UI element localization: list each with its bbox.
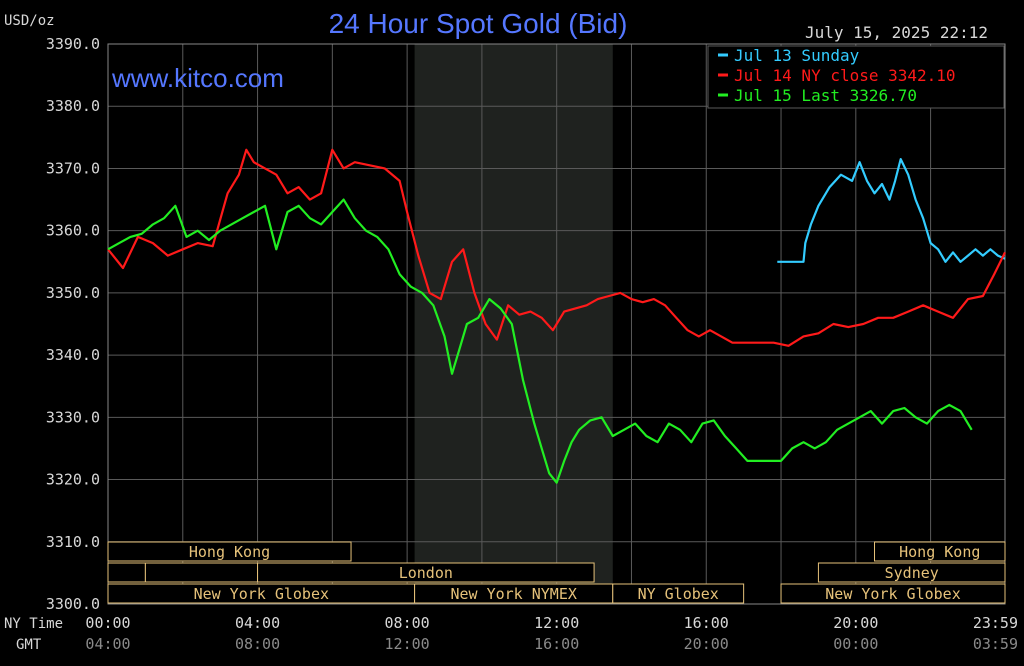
y-tick-label: 3330.0 <box>46 408 100 426</box>
session-box-frame <box>612 583 745 604</box>
session-box-frame <box>874 541 1006 562</box>
x-tick-label-ny: 16:00 <box>684 614 729 632</box>
session-label: New York NYMEX <box>450 585 576 603</box>
session-label: London <box>399 564 453 582</box>
x-tick-label-gmt: 03:59 <box>973 635 1018 653</box>
x-tick-label-gmt: 20:00 <box>684 635 729 653</box>
x-tick-label-ny: 04:00 <box>235 614 280 632</box>
timestamp: July 15, 2025 22:12 <box>805 23 988 42</box>
ny-time-label: NY Time <box>4 616 63 632</box>
session-box: London <box>257 562 595 583</box>
session-box: Sydney <box>817 562 1006 583</box>
session-label: Hong Kong <box>189 543 270 561</box>
gmt-label: GMT <box>16 637 42 653</box>
session-box: New York Globex <box>780 583 1006 604</box>
session-label: New York Globex <box>825 585 960 603</box>
session-box: New York NYMEX <box>414 583 614 604</box>
x-tick-label-gmt: 00:00 <box>833 635 878 653</box>
x-tick-label-ny: 08:00 <box>385 614 430 632</box>
legend-jul15: Jul 15 Last 3326.70 <box>734 86 917 105</box>
plot-frame <box>107 43 1006 605</box>
x-tick-label-gmt: 16:00 <box>534 635 579 653</box>
session-box-frame <box>144 562 259 583</box>
session-box <box>107 562 146 583</box>
session-box: Hong Kong <box>107 541 352 562</box>
session-label: New York Globex <box>194 585 329 603</box>
session-box: New York Globex <box>107 583 416 604</box>
y-tick-label: 3390.0 <box>46 35 100 53</box>
y-tick-label: 3340.0 <box>46 346 100 364</box>
nymex-shade <box>414 44 613 604</box>
y-tick-label: 3320.0 <box>46 471 100 489</box>
session-label: Hong Kong <box>899 543 980 561</box>
session-box-frame <box>257 562 595 583</box>
series-lines <box>107 148 1006 484</box>
session-label: NY Globex <box>638 585 719 603</box>
legend: Jul 13 Sunday Jul 14 NY close 3342.10 Ju… <box>707 45 1005 109</box>
x-tick-label-gmt: 12:00 <box>385 635 430 653</box>
session-box <box>144 562 259 583</box>
session-box-frame <box>780 583 1006 604</box>
y-tick-label: 3310.0 <box>46 533 100 551</box>
x-tick-label-gmt: 08:00 <box>235 635 280 653</box>
legend-jul14: Jul 14 NY close 3342.10 <box>734 66 956 85</box>
session-box-frame <box>107 562 146 583</box>
unit-label: USD/oz <box>4 13 55 29</box>
session-box: Hong Kong <box>874 541 1006 562</box>
y-tick-label: 3360.0 <box>46 222 100 240</box>
series-line-jul13 <box>777 158 1006 263</box>
legend-jul13: Jul 13 Sunday <box>734 46 860 65</box>
y-tick-label: 3380.0 <box>46 97 100 115</box>
session-box-frame <box>107 541 352 562</box>
x-tick-label-ny: 23:59 <box>973 614 1018 632</box>
x-tick-label-ny: 20:00 <box>833 614 878 632</box>
x-tick-label-ny: 00:00 <box>85 614 130 632</box>
x-tick-label-ny: 12:00 <box>534 614 579 632</box>
y-tick-label: 3300.0 <box>46 595 100 613</box>
trading-sessions: Hong Kong London New York Globex New York N… <box>107 541 1006 604</box>
session-label: Sydney <box>885 564 939 582</box>
y-tick-label: 3350.0 <box>46 284 100 302</box>
nymex-shaded-region <box>414 44 613 604</box>
x-tick-label-gmt: 04:00 <box>85 635 130 653</box>
y-tick-label: 3370.0 <box>46 159 100 177</box>
series-line-jul14 <box>107 148 1006 347</box>
session-box-frame <box>817 562 1006 583</box>
watermark: www.kitco.com <box>111 63 284 93</box>
chart-title: 24 Hour Spot Gold (Bid) <box>329 8 628 39</box>
session-box: NY Globex <box>612 583 745 604</box>
axes: 3390.0 3380.0 3370.0 3360.0 3350.0 3340.0 3330… <box>46 35 1018 653</box>
series-line-jul15 <box>107 198 973 484</box>
